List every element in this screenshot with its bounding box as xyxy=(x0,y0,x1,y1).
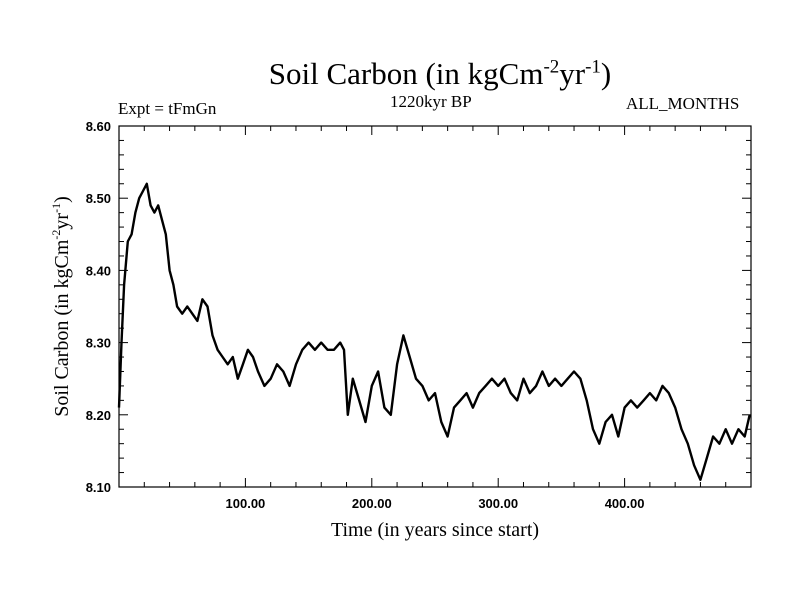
subtitle-experiment: Expt = tFmGn xyxy=(118,99,217,118)
y-tick-label: 8.40 xyxy=(86,263,111,278)
x-tick-label: 300.00 xyxy=(478,496,518,511)
subtitle-months: ALL_MONTHS xyxy=(626,94,740,113)
y-tick-label: 8.50 xyxy=(86,191,111,206)
chart-title: Soil Carbon (in kgCm-2yr-1) xyxy=(268,56,612,91)
plot-frame xyxy=(118,125,752,488)
x-tick-label: 400.00 xyxy=(605,496,645,511)
y-axis: 8.10 8.20 8.30 8.40 8.50 8.60 xyxy=(86,119,751,495)
y-axis-title: Soil Carbon (in kgCm-2yr-1) xyxy=(49,196,73,417)
subtitle-period: 1220kyr BP xyxy=(390,92,472,111)
x-tick-label: 200.00 xyxy=(352,496,392,511)
series-line xyxy=(117,182,751,481)
y-tick-label: 8.60 xyxy=(86,119,111,134)
y-tick-label: 8.30 xyxy=(86,336,111,351)
y-tick-label: 8.20 xyxy=(86,408,111,423)
x-axis: 100.00 200.00 300.00 400.00 xyxy=(118,126,752,511)
x-axis-title: Time (in years since start) xyxy=(331,519,539,541)
y-tick-label: 8.10 xyxy=(86,480,111,495)
x-tick-label: 100.00 xyxy=(226,496,266,511)
